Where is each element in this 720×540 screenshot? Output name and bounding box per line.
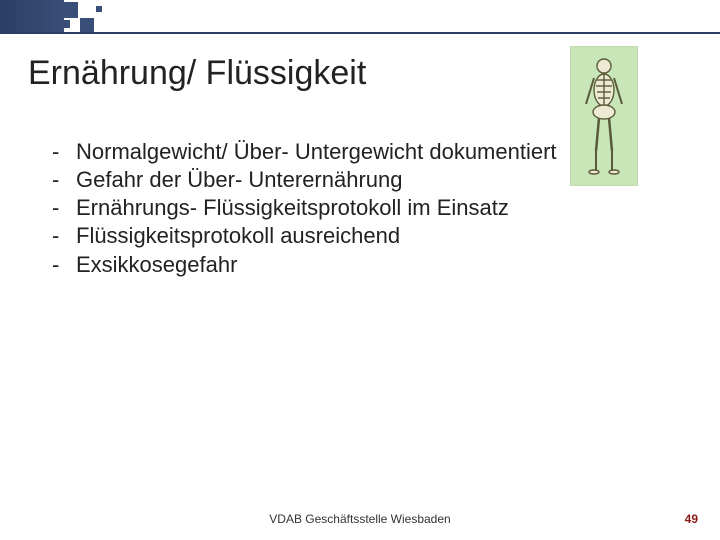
list-item: Normalgewicht/ Über- Untergewicht dokume… bbox=[52, 138, 690, 166]
decoration-square bbox=[62, 2, 78, 18]
slide-title: Ernährung/ Flüssigkeit bbox=[28, 54, 366, 93]
decoration-square bbox=[96, 6, 102, 12]
list-item: Ernährungs- Flüssigkeitsprotokoll im Ein… bbox=[52, 194, 690, 222]
list-item: Flüssigkeitsprotokoll ausreichend bbox=[52, 222, 690, 250]
list-item: Gefahr der Über- Unterernährung bbox=[52, 166, 690, 194]
decoration-square bbox=[80, 18, 94, 32]
decoration-square bbox=[62, 20, 70, 28]
list-item: Exsikkosegefahr bbox=[52, 251, 690, 279]
footer-text: VDAB Geschäftsstelle Wiesbaden bbox=[0, 512, 720, 526]
header-decoration bbox=[0, 0, 720, 34]
page-number: 49 bbox=[685, 512, 698, 526]
bullet-list: Normalgewicht/ Über- Untergewicht dokume… bbox=[52, 138, 690, 279]
